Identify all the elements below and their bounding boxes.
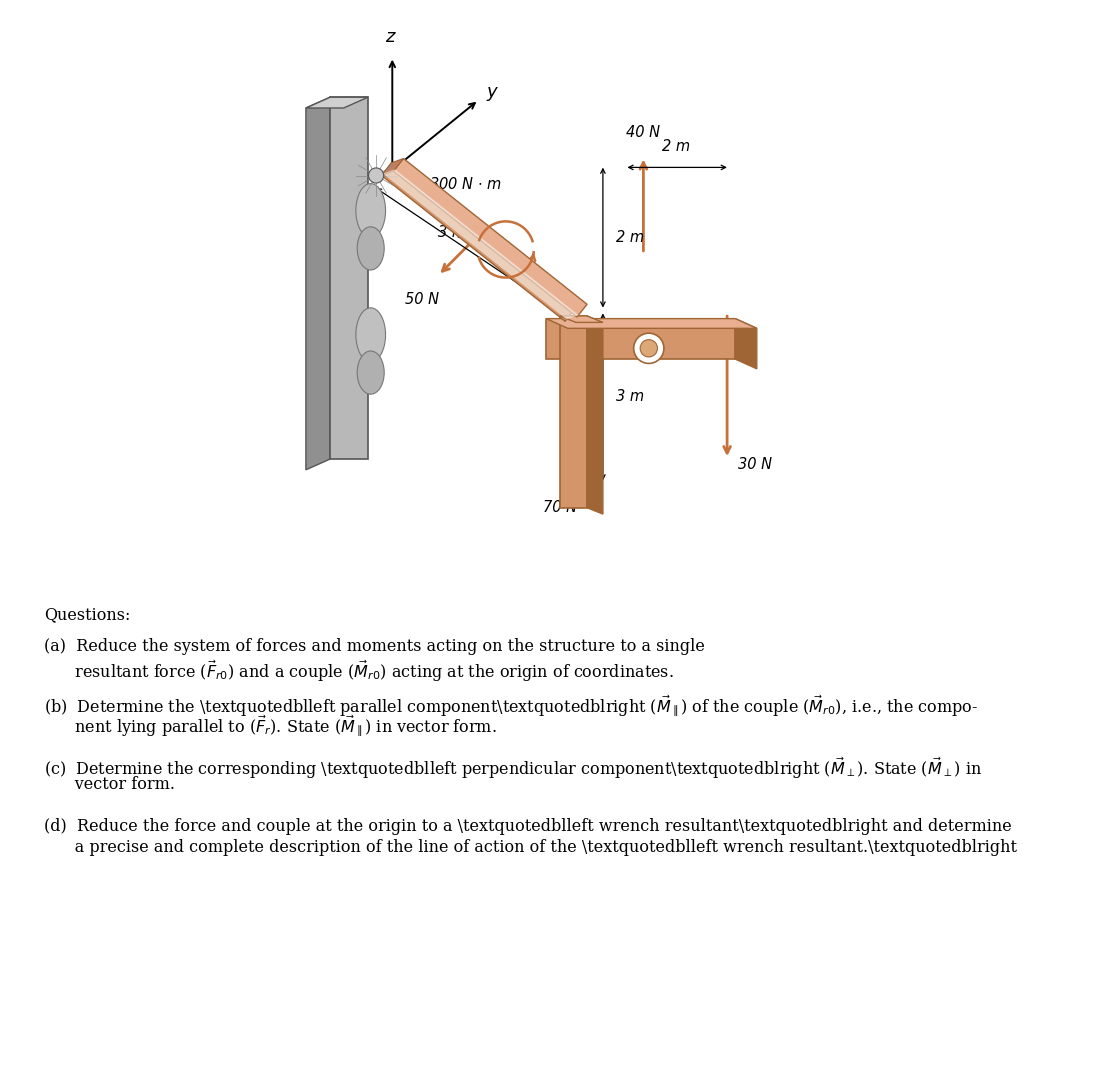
Text: 40 N: 40 N	[626, 125, 661, 140]
Text: z: z	[384, 28, 394, 46]
Ellipse shape	[355, 308, 385, 362]
Text: y: y	[487, 83, 498, 100]
Polygon shape	[306, 97, 330, 470]
Polygon shape	[381, 163, 575, 321]
Text: (a)  Reduce the system of forces and moments acting on the structure to a single: (a) Reduce the system of forces and mome…	[43, 638, 705, 656]
Text: 30 N: 30 N	[737, 457, 772, 472]
Ellipse shape	[369, 167, 383, 183]
Text: 70 N: 70 N	[543, 499, 577, 514]
Text: x: x	[457, 225, 468, 242]
Polygon shape	[587, 315, 603, 514]
Text: vector form.: vector form.	[43, 777, 175, 794]
Text: (b)  Determine the \textquotedblleft parallel component\textquotedblright ($\vec: (b) Determine the \textquotedblleft para…	[43, 693, 978, 718]
Ellipse shape	[358, 227, 384, 270]
Ellipse shape	[358, 351, 384, 394]
Ellipse shape	[355, 184, 385, 238]
Polygon shape	[559, 315, 603, 322]
Polygon shape	[383, 170, 578, 320]
Text: 3 m: 3 m	[438, 225, 466, 240]
Polygon shape	[735, 319, 756, 368]
Text: resultant force ($\vec{F}_{r0}$) and a couple ($\vec{M}_{r0}$) acting at the ori: resultant force ($\vec{F}_{r0}$) and a c…	[43, 659, 674, 685]
Polygon shape	[393, 159, 587, 318]
Text: nent lying parallel to ($\vec{F}_r$). State ($\vec{M}_{\parallel}$) in vector fo: nent lying parallel to ($\vec{F}_r$). St…	[43, 714, 497, 740]
Polygon shape	[559, 315, 587, 508]
Text: Questions:: Questions:	[43, 606, 130, 623]
Text: (d)  Reduce the force and couple at the origin to a \textquotedblleft wrench res: (d) Reduce the force and couple at the o…	[43, 818, 1012, 835]
Text: 2 m: 2 m	[616, 230, 645, 245]
Text: 300 N $\cdot$ m: 300 N $\cdot$ m	[429, 176, 501, 191]
Polygon shape	[330, 97, 368, 459]
Circle shape	[641, 339, 657, 356]
Polygon shape	[306, 97, 368, 108]
Text: 50 N: 50 N	[404, 292, 439, 307]
Polygon shape	[546, 319, 735, 359]
Text: a precise and complete description of the line of action of the \textquotedbllef: a precise and complete description of th…	[43, 838, 1017, 855]
Text: (c)  Determine the corresponding \textquotedblleft perpendicular component\textq: (c) Determine the corresponding \textquo…	[43, 756, 983, 781]
Text: 2 m: 2 m	[662, 139, 690, 153]
Circle shape	[634, 333, 664, 363]
Text: 3 m: 3 m	[616, 390, 645, 404]
Polygon shape	[381, 159, 403, 175]
Polygon shape	[546, 319, 756, 328]
